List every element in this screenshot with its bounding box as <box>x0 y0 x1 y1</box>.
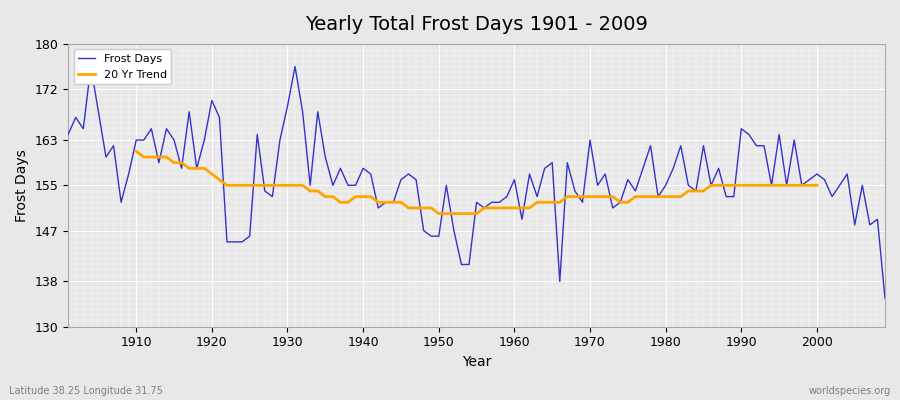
20 Yr Trend <box>804 183 814 188</box>
20 Yr Trend <box>796 183 807 188</box>
20 Yr Trend <box>290 183 301 188</box>
Frost Days <box>517 217 527 222</box>
Line: Frost Days: Frost Days <box>68 66 885 298</box>
X-axis label: Year: Year <box>462 355 491 369</box>
Frost Days <box>63 132 74 137</box>
Text: Latitude 38.25 Longitude 31.75: Latitude 38.25 Longitude 31.75 <box>9 386 163 396</box>
20 Yr Trend <box>305 188 316 193</box>
Frost Days <box>130 138 141 142</box>
Frost Days <box>86 64 96 69</box>
Title: Yearly Total Frost Days 1901 - 2009: Yearly Total Frost Days 1901 - 2009 <box>305 15 648 34</box>
20 Yr Trend <box>214 177 225 182</box>
Frost Days <box>879 296 890 301</box>
20 Yr Trend <box>812 183 823 188</box>
Text: worldspecies.org: worldspecies.org <box>809 386 891 396</box>
20 Yr Trend <box>130 149 141 154</box>
Frost Days <box>297 109 308 114</box>
20 Yr Trend <box>713 183 724 188</box>
20 Yr Trend <box>434 211 445 216</box>
Frost Days <box>608 206 618 210</box>
Legend: Frost Days, 20 Yr Trend: Frost Days, 20 Yr Trend <box>74 50 171 84</box>
Frost Days <box>509 177 520 182</box>
Frost Days <box>343 183 354 188</box>
Y-axis label: Frost Days: Frost Days <box>15 149 29 222</box>
Line: 20 Yr Trend: 20 Yr Trend <box>136 151 817 214</box>
